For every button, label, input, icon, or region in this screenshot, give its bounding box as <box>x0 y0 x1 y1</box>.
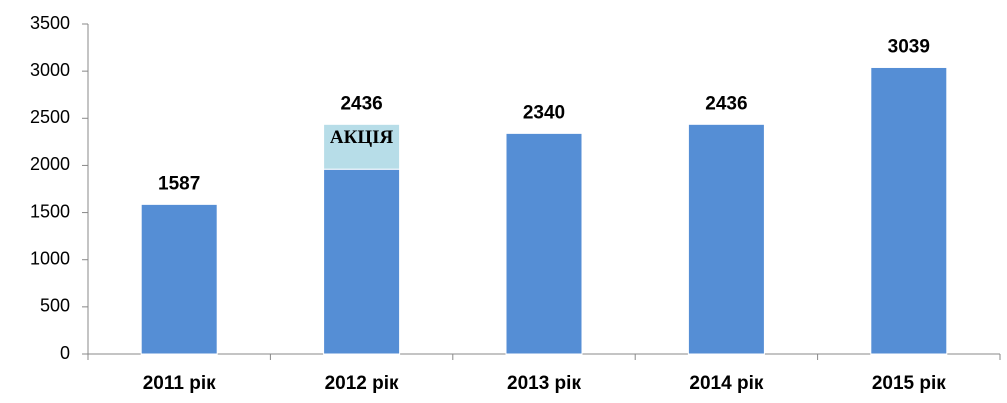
segment-label: АКЦІЯ <box>330 127 394 148</box>
x-tick-label: 2015 рік <box>872 373 946 394</box>
value-label: 1587 <box>158 173 200 194</box>
y-tick-label: 2000 <box>30 154 70 174</box>
x-tick-label: 2014 рік <box>689 373 763 394</box>
x-tick-label: 2011 рік <box>143 373 216 394</box>
y-tick-label: 1000 <box>30 248 70 268</box>
y-tick-label: 0 <box>60 343 70 363</box>
y-tick-label: 1500 <box>30 201 70 221</box>
x-tick-label: 2013 рік <box>507 373 581 394</box>
y-tick-label: 3000 <box>30 60 70 80</box>
bar <box>323 123 401 170</box>
value-label: 2436 <box>340 93 382 114</box>
bar <box>870 66 948 355</box>
value-label: 2340 <box>523 102 565 123</box>
y-tick-label: 2500 <box>30 107 70 127</box>
value-label: 2436 <box>705 93 747 114</box>
bar <box>140 203 218 355</box>
bar <box>505 132 583 355</box>
value-label: 3039 <box>888 36 930 57</box>
bar <box>323 168 401 355</box>
y-tick-label: 3500 <box>30 13 70 33</box>
bar <box>687 123 765 355</box>
y-tick-label: 500 <box>40 296 70 316</box>
x-tick-label: 2012 рік <box>325 373 399 394</box>
